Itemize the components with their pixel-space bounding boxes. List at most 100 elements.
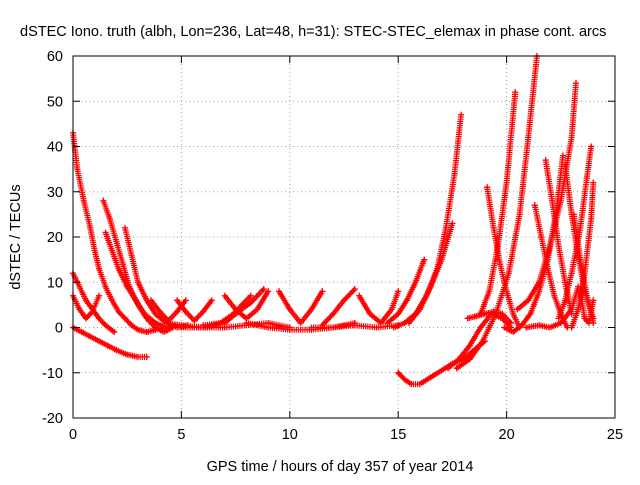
data-point	[559, 152, 566, 159]
data-point	[113, 347, 120, 354]
data-point	[113, 238, 120, 245]
data-point	[102, 283, 109, 290]
data-point	[152, 310, 159, 317]
series-arc-16	[319, 286, 358, 329]
data-point	[119, 261, 126, 268]
data-point	[78, 329, 85, 336]
data-point	[87, 333, 94, 340]
data-point	[473, 313, 480, 320]
data-point	[178, 324, 185, 331]
data-points	[70, 53, 597, 388]
data-point	[486, 288, 493, 295]
data-point	[247, 292, 254, 299]
data-point	[523, 324, 530, 331]
data-point	[83, 315, 90, 322]
series-arc-01	[70, 129, 168, 336]
data-point	[115, 265, 122, 272]
series-trace	[356, 288, 402, 326]
data-point	[403, 297, 410, 304]
data-point	[163, 319, 170, 326]
data-point	[96, 292, 103, 299]
data-point	[503, 288, 510, 295]
data-point	[330, 324, 337, 331]
grid-lines	[73, 56, 615, 418]
data-point	[254, 306, 261, 313]
series-arc-12	[200, 292, 254, 329]
data-point	[512, 89, 519, 96]
data-point	[557, 319, 564, 326]
data-point	[89, 308, 96, 315]
series-arc-21	[406, 220, 456, 326]
data-point	[111, 329, 118, 336]
series-arc-27	[484, 184, 523, 331]
data-point	[527, 310, 534, 317]
data-point	[232, 306, 239, 313]
data-point	[590, 179, 597, 186]
data-point	[555, 315, 562, 322]
data-point	[351, 286, 358, 293]
data-point	[451, 170, 458, 177]
data-point	[406, 319, 413, 326]
y-axis-label: dSTEC / TECUs	[8, 184, 24, 289]
data-point	[373, 324, 380, 331]
data-point	[132, 297, 139, 304]
data-point	[141, 310, 148, 317]
data-point	[174, 308, 181, 315]
data-point	[230, 310, 237, 317]
data-point	[546, 324, 553, 331]
data-point	[367, 310, 374, 317]
data-point	[568, 306, 575, 313]
data-point	[351, 322, 358, 329]
series-trace	[384, 256, 428, 326]
data-point	[583, 175, 590, 182]
data-point	[388, 306, 395, 313]
data-point	[518, 322, 525, 329]
data-point	[247, 299, 254, 306]
data-point	[477, 324, 484, 331]
y-tick-label: 10	[47, 275, 63, 291]
data-point	[464, 315, 471, 322]
data-point	[200, 322, 207, 329]
data-point	[102, 322, 109, 329]
data-point	[575, 306, 582, 313]
data-point	[182, 308, 189, 315]
data-point	[143, 329, 150, 336]
data-point	[91, 247, 98, 254]
data-point	[438, 256, 445, 263]
data-point	[445, 365, 452, 372]
data-point	[106, 215, 113, 222]
data-point	[395, 288, 402, 295]
chart-title: dSTEC Iono. truth (albh, Lon=236, Lat=48…	[20, 24, 606, 40]
series-arc-26	[477, 89, 519, 317]
y-tick-label: 50	[47, 94, 63, 110]
data-point	[104, 342, 111, 349]
x-tick-label: 0	[69, 427, 77, 443]
data-point	[581, 315, 588, 322]
y-tick-label: 40	[47, 140, 63, 156]
series-arc-31	[542, 157, 575, 317]
axis-ticks: 0 5 10 15 20 25 -20 -10 0 10 20 30 40 50 60	[42, 49, 623, 443]
data-point	[356, 292, 363, 299]
data-point	[497, 261, 504, 268]
data-point	[525, 134, 532, 141]
x-tick-label: 20	[499, 427, 515, 443]
data-point	[390, 324, 397, 331]
data-point	[217, 319, 224, 326]
data-point	[421, 256, 428, 263]
data-point	[427, 283, 434, 290]
data-point	[449, 220, 456, 227]
data-point	[516, 211, 523, 218]
data-point	[319, 288, 326, 295]
data-point	[286, 326, 293, 333]
data-point	[384, 319, 391, 326]
data-point	[143, 353, 150, 360]
data-point	[341, 297, 347, 304]
data-point	[588, 215, 595, 222]
series-arc-22	[395, 338, 488, 388]
data-point	[557, 197, 564, 204]
data-point	[590, 297, 597, 304]
data-point	[546, 243, 553, 250]
data-point	[507, 319, 514, 326]
data-point	[330, 310, 337, 317]
x-tick-label: 10	[282, 427, 298, 443]
